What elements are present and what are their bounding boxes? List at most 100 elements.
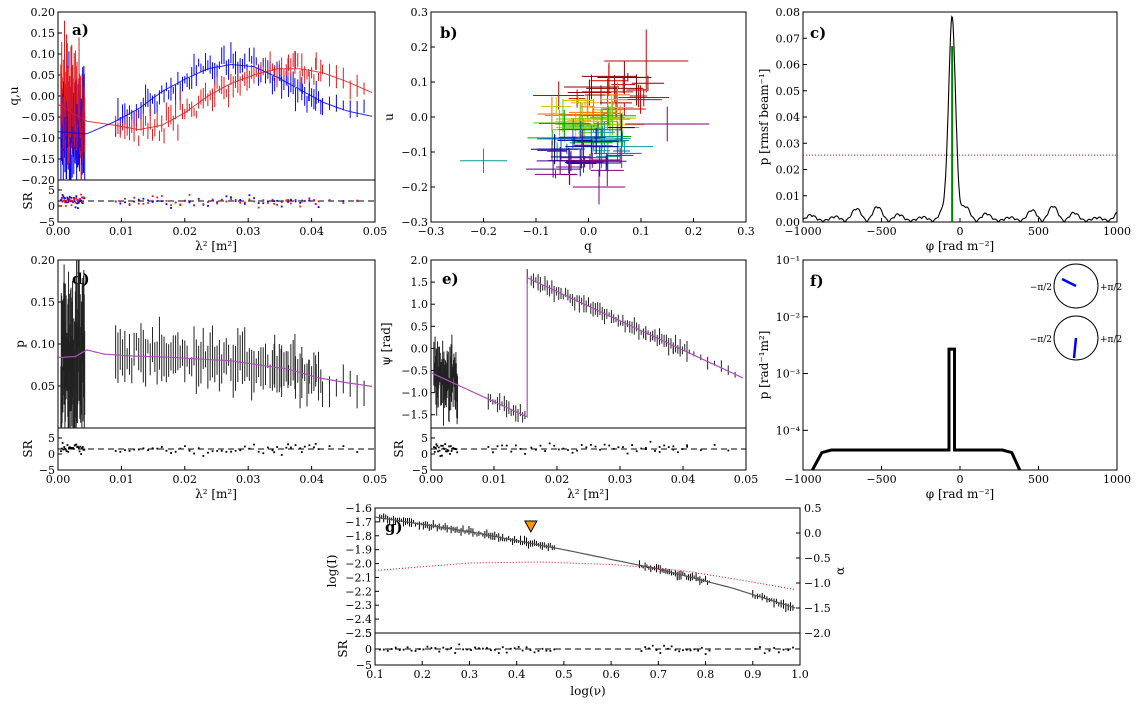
residual-point [156,200,159,202]
residual-point [635,450,638,453]
residual-point [290,446,292,449]
residual-point [65,450,68,453]
x-tick-label: 0.05 [363,473,388,486]
panel-d-ylabel: p [13,340,27,348]
panel-b-yticks: 0.3 0.2 0.1 0.0 −0.1 −0.2 −0.3 [401,6,435,229]
residual-point [410,649,413,652]
residual-point [202,204,205,206]
panel-g-residual-ylabel: SR [336,639,350,657]
residual-point [686,444,689,447]
residual-point [76,202,79,205]
y-tick-label: −0.05 [21,111,55,124]
residual-point [290,198,292,201]
residual-point [539,444,542,447]
panel-e-xticks: 0.00 0.01 0.02 0.03 0.04 0.05 [419,466,758,486]
residual-point [179,447,182,450]
x-tick-label: 0.03 [236,225,261,238]
q-model-line [57,68,373,131]
residual-point [78,450,81,453]
residual-point [207,451,209,454]
residual-point [406,646,409,649]
panel-g-xticks: 0.1 0.2 0.3 0.4 0.5 0.6 0.7 0.8 0.9 1.0 [366,661,809,681]
spectral-index-line [374,561,796,591]
residual-point [449,453,451,455]
y-tick-label: −2.0 [345,558,372,571]
residual-point [589,444,592,446]
y-tick-label: −5 [412,464,428,477]
residual-point [60,205,62,207]
panel-d-xticks: 0.00 0.01 0.02 0.03 0.04 0.05 [46,466,388,486]
residual-point [72,447,75,450]
residual-point [631,444,634,447]
residual-point [253,443,255,446]
panel-a-label: a) [72,21,89,39]
residual-point [73,198,76,200]
residual-point [60,196,63,199]
panel-a-xticks: 0.00 0.01 0.02 0.03 0.04 0.05 [46,218,387,238]
x-tick-label: −0.2 [470,225,497,238]
inset-label-top-right: +π/2 [1100,283,1122,293]
x-tick-label: −1000 [784,225,821,238]
residual-point [230,198,232,201]
residual-point [207,205,209,207]
y-tick-label: 0.20 [31,254,56,267]
y-tick-label: −0.15 [21,153,55,166]
x-tick-label: 0.02 [545,473,570,486]
x-tick-label: 1000 [1103,473,1131,486]
residual-point [682,649,684,652]
residual-point [640,447,643,450]
residual-point [61,200,64,203]
y-tick-label: 0.0 [411,111,429,124]
y-tick-label: −5 [39,464,55,477]
residual-point [402,648,405,651]
panel-e-residual-ylabel: SR [392,439,406,457]
residual-point [248,194,251,197]
y-tick-label: −1.5 [804,602,831,615]
residual-point [165,203,168,206]
panel-b-label: b) [440,24,458,42]
panel-d-xlabel: λ² [m²] [195,487,237,501]
residual-point [394,646,397,649]
residual-point [280,201,283,204]
residual-point [142,202,145,205]
panel-c-xlabel: φ [rad m⁻²] [926,239,995,253]
residual-point [160,195,163,198]
residual-point [576,449,579,452]
residual-point [529,649,532,652]
residual-point [505,444,508,447]
panel-a-ylabel: q,u [7,86,21,105]
y-tick-label: −0.2 [401,181,428,194]
p-model-line [57,349,373,387]
residual-point [301,200,303,203]
residual-point [248,198,251,201]
residual-point [567,449,569,451]
residual-point [73,200,76,203]
residual-point [474,646,476,649]
residual-point [773,647,776,649]
residual-point [659,652,662,654]
residual-point [787,649,790,652]
residual-point [454,652,457,654]
residual-point [434,647,437,649]
panel-g-data [374,513,800,656]
residual-point [557,448,560,451]
y-tick-label: −1.6 [345,502,372,515]
residual-point [509,647,512,650]
residual-point [170,204,172,207]
residual-point [513,647,516,650]
y-tick-label: 1.5 [411,276,429,289]
residual-point [60,450,62,453]
x-tick-label: 0.04 [299,225,324,238]
residual-point [294,198,297,201]
y-tick-label: −0.20 [21,174,55,187]
panel-f-data [811,347,1022,471]
panel-d: d) p λ² [m²] SR 0.00 0.01 0.02 0.03 0.04 0.05… [13,254,387,501]
residual-point [68,195,71,198]
x-tick-label: −500 [866,473,896,486]
residual-point [644,446,647,449]
residual-point [651,644,654,647]
residual-point [79,198,82,200]
residual-point [450,450,453,452]
y-tick-label: 0 [421,448,428,461]
residual-point [81,446,84,448]
